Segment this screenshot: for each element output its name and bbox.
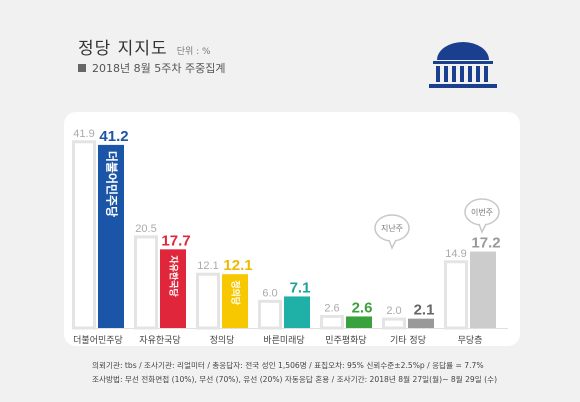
label-current-2: 12.1 bbox=[223, 257, 252, 274]
chart-title: 정당 지지도 bbox=[78, 39, 168, 59]
label-previous-5: 2.0 bbox=[386, 305, 401, 317]
bar-current-6 bbox=[470, 251, 496, 328]
chart-subtitle: 2018년 8월 5주차 주중집계 bbox=[78, 60, 225, 76]
category-label-6: 무당층 bbox=[458, 335, 483, 346]
category-label-2: 정의당 bbox=[210, 335, 235, 346]
bar-current-1 bbox=[160, 249, 186, 328]
footnote-line-2: 조사방법: 무선 전화면접 (10%), 무선 (70%), 유선 (20%) … bbox=[92, 375, 498, 384]
label-previous-1: 20.5 bbox=[135, 223, 156, 235]
bubble-current-tail bbox=[478, 223, 487, 234]
bubble-previous-text: 지난주 bbox=[381, 224, 403, 233]
bar-party-logo-text-0: 더불어민주당 bbox=[105, 151, 120, 217]
bar-party-logo-text-2: 정의당 bbox=[230, 280, 242, 306]
bar-previous-0 bbox=[72, 140, 96, 330]
label-current-3: 7.1 bbox=[290, 279, 311, 296]
bubble-current-text: 이번주 bbox=[471, 207, 493, 217]
label-previous-4: 2.6 bbox=[324, 302, 339, 314]
category-label-5: 기타 정당 bbox=[390, 335, 426, 346]
bar-previous-5 bbox=[382, 317, 406, 330]
unit-label: 단위 : % bbox=[176, 47, 211, 57]
label-current-6: 17.2 bbox=[471, 235, 500, 252]
bar-previous-1 bbox=[134, 235, 158, 330]
label-current-0: 41.2 bbox=[99, 128, 128, 145]
square-bullet-icon bbox=[78, 64, 86, 72]
national-assembly-logo-icon bbox=[429, 42, 497, 88]
bar-current-3 bbox=[284, 296, 310, 328]
label-previous-3: 6.0 bbox=[262, 287, 277, 299]
survey-footnote: 의뢰기관: tbs / 조사기관: 리얼미터 / 총응답자: 전국 성인 1,5… bbox=[92, 359, 497, 387]
bar-previous-3 bbox=[258, 299, 282, 330]
label-current-4: 2.6 bbox=[352, 299, 373, 316]
bar-current-4 bbox=[346, 316, 372, 328]
bar-current-0 bbox=[98, 144, 124, 328]
category-label-3: 바른미래당 bbox=[263, 335, 304, 346]
bar-current-2 bbox=[222, 274, 248, 328]
bar-current-5 bbox=[408, 318, 434, 328]
bar-previous-6 bbox=[444, 260, 468, 330]
label-previous-2: 12.1 bbox=[197, 260, 218, 272]
subtitle-text: 2018년 8월 5주차 주중집계 bbox=[92, 62, 226, 75]
category-label-4: 민주평화당 bbox=[325, 335, 366, 346]
category-label-0: 더불어민주당 bbox=[73, 335, 123, 346]
footnote-line-1: 의뢰기관: tbs / 조사기관: 리얼미터 / 총응답자: 전국 성인 1,5… bbox=[92, 361, 484, 370]
label-previous-0: 41.9 bbox=[73, 128, 94, 140]
bar-previous-2 bbox=[196, 272, 220, 330]
bar-party-logo-text-1: 자유한국당 bbox=[168, 255, 180, 297]
bubble-previous-tail bbox=[388, 239, 397, 250]
category-label-1: 자유한국당 bbox=[139, 335, 180, 346]
label-current-1: 17.7 bbox=[161, 232, 190, 249]
label-previous-6: 14.9 bbox=[445, 248, 466, 260]
chart-title-block: 정당 지지도 단위 : % bbox=[78, 34, 211, 59]
bar-previous-4 bbox=[320, 314, 344, 330]
label-current-5: 2.1 bbox=[414, 302, 435, 319]
